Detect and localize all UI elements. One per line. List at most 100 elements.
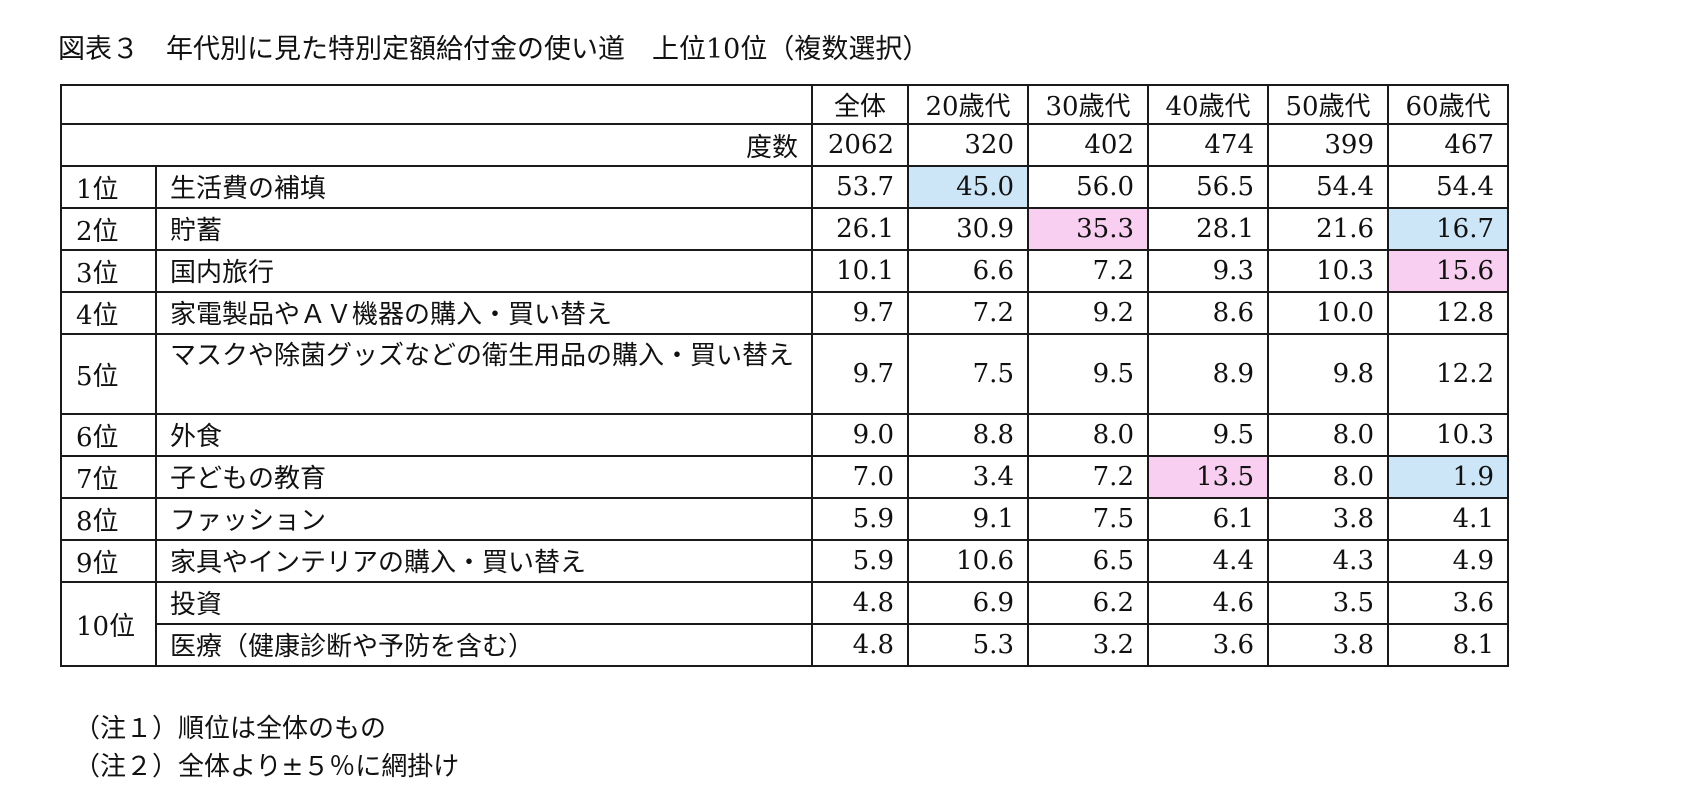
value-cell: 3.4 <box>907 455 1029 499</box>
value-cell: 53.7 <box>811 165 909 209</box>
value-cell: 8.0 <box>1267 413 1389 457</box>
rank-cell: 10位 <box>60 581 157 667</box>
rank-cell: 2位 <box>60 207 157 251</box>
value-cell: 9.7 <box>811 333 909 415</box>
value-cell: 12.2 <box>1387 333 1509 415</box>
value-cell: 28.1 <box>1147 207 1269 251</box>
value-cell: 5.3 <box>907 623 1029 667</box>
note-1: （注１）順位は全体のもの <box>74 714 387 744</box>
table-row: 4位 家電製品やＡＶ機器の購入・買い替え 9.7 7.2 9.2 8.6 10.… <box>60 291 1509 335</box>
item-cell: 子どもの教育 <box>155 455 813 499</box>
rank-cell: 1位 <box>60 165 157 209</box>
value-cell-highlight-pink: 15.6 <box>1387 249 1509 293</box>
value-cell: 26.1 <box>811 207 909 251</box>
table-row: 8位 ファッション 5.9 9.1 7.5 6.1 3.8 4.1 <box>60 497 1509 541</box>
value-cell: 4.4 <box>1147 539 1269 583</box>
rank-cell: 8位 <box>60 497 157 541</box>
value-cell: 10.3 <box>1267 249 1389 293</box>
value-cell: 9.8 <box>1267 333 1389 415</box>
value-cell-highlight-pink: 13.5 <box>1147 455 1269 499</box>
value-cell: 8.0 <box>1267 455 1389 499</box>
item-cell: 貯蓄 <box>155 207 813 251</box>
value-cell: 6.2 <box>1027 581 1149 625</box>
item-cell: 外食 <box>155 413 813 457</box>
item-cell: 国内旅行 <box>155 249 813 293</box>
value-cell: 4.3 <box>1267 539 1389 583</box>
value-cell: 4.8 <box>811 623 909 667</box>
count-cell: 474 <box>1147 123 1269 167</box>
rank-cell: 7位 <box>60 455 157 499</box>
value-cell: 3.6 <box>1387 581 1509 625</box>
value-cell: 6.9 <box>907 581 1029 625</box>
header-blank-cell <box>60 84 813 125</box>
table-row: 10位 投資 4.8 6.9 6.2 4.6 3.5 3.6 <box>60 581 1509 667</box>
value-cell: 7.2 <box>907 291 1029 335</box>
value-cell-highlight-pink: 35.3 <box>1027 207 1149 251</box>
rank-cell: 5位 <box>60 333 157 415</box>
value-cell: 6.6 <box>907 249 1029 293</box>
count-cell: 320 <box>907 123 1029 167</box>
value-cell: 9.5 <box>1147 413 1269 457</box>
value-cell: 5.9 <box>811 497 909 541</box>
value-cell: 21.6 <box>1267 207 1389 251</box>
value-cell: 9.3 <box>1147 249 1269 293</box>
item-cell: 医療（健康診断や予防を含む） <box>155 623 813 667</box>
value-cell: 5.9 <box>811 539 909 583</box>
count-cell: 402 <box>1027 123 1149 167</box>
rank-cell: 3位 <box>60 249 157 293</box>
note-2: （注２）全体より±５％に網掛け <box>74 752 460 782</box>
rank-cell: 6位 <box>60 413 157 457</box>
value-cell: 10.0 <box>1267 291 1389 335</box>
count-label: 度数 <box>60 123 813 167</box>
table-row: 3位 国内旅行 10.1 6.6 7.2 9.3 10.3 15.6 <box>60 249 1509 293</box>
value-cell: 6.5 <box>1027 539 1149 583</box>
notes: （注１）順位は全体のもの （注２）全体より±５％に網掛け <box>74 710 459 786</box>
item-cell: 生活費の補填 <box>155 165 813 209</box>
value-cell: 9.7 <box>811 291 909 335</box>
header-col-40s: 40歳代 <box>1147 84 1269 125</box>
value-cell: 8.1 <box>1387 623 1509 667</box>
value-cell: 3.5 <box>1267 581 1389 625</box>
value-cell: 8.0 <box>1027 413 1149 457</box>
value-cell: 3.8 <box>1267 497 1389 541</box>
table-row: 1位 生活費の補填 53.7 45.0 56.0 56.5 54.4 54.4 <box>60 165 1509 209</box>
value-cell: 7.2 <box>1027 249 1149 293</box>
table-row: 5位 マスクや除菌グッズなどの衛生用品の購入・買い替え 9.7 7.5 9.5 … <box>60 333 1509 415</box>
value-cell: 56.5 <box>1147 165 1269 209</box>
value-cell-highlight-blue: 16.7 <box>1387 207 1509 251</box>
value-cell: 12.8 <box>1387 291 1509 335</box>
value-cell: 9.5 <box>1027 333 1149 415</box>
value-cell: 7.5 <box>1027 497 1149 541</box>
value-cell: 7.0 <box>811 455 909 499</box>
item-cell: 家具やインテリアの購入・買い替え <box>155 539 813 583</box>
value-cell: 10.1 <box>811 249 909 293</box>
item-cell: ファッション <box>155 497 813 541</box>
rank-cell: 9位 <box>60 539 157 583</box>
header-col-total: 全体 <box>811 84 909 125</box>
ranking-table: 全体 20歳代 30歳代 40歳代 50歳代 60歳代 度数 2062 320 … <box>60 84 1509 667</box>
count-cell: 399 <box>1267 123 1389 167</box>
header-col-50s: 50歳代 <box>1267 84 1389 125</box>
item-cell: 投資 <box>155 581 813 625</box>
count-cell: 467 <box>1387 123 1509 167</box>
value-cell: 9.1 <box>907 497 1029 541</box>
value-cell: 10.3 <box>1387 413 1509 457</box>
value-cell: 7.2 <box>1027 455 1149 499</box>
value-cell: 54.4 <box>1267 165 1389 209</box>
value-cell: 3.2 <box>1027 623 1149 667</box>
value-cell: 9.0 <box>811 413 909 457</box>
header-col-30s: 30歳代 <box>1027 84 1149 125</box>
rank-cell: 4位 <box>60 291 157 335</box>
value-cell: 56.0 <box>1027 165 1149 209</box>
value-cell: 7.5 <box>907 333 1029 415</box>
item-cell: マスクや除菌グッズなどの衛生用品の購入・買い替え <box>155 333 813 415</box>
value-cell-highlight-blue: 1.9 <box>1387 455 1509 499</box>
value-cell: 8.8 <box>907 413 1029 457</box>
value-cell: 9.2 <box>1027 291 1149 335</box>
value-cell: 6.1 <box>1147 497 1269 541</box>
value-cell: 54.4 <box>1387 165 1509 209</box>
count-row: 度数 2062 320 402 474 399 467 <box>60 123 1509 167</box>
value-cell: 3.8 <box>1267 623 1389 667</box>
table-title: 図表３ 年代別に見た特別定額給付金の使い道 上位10位（複数選択） <box>58 34 930 65</box>
value-cell: 4.8 <box>811 581 909 625</box>
